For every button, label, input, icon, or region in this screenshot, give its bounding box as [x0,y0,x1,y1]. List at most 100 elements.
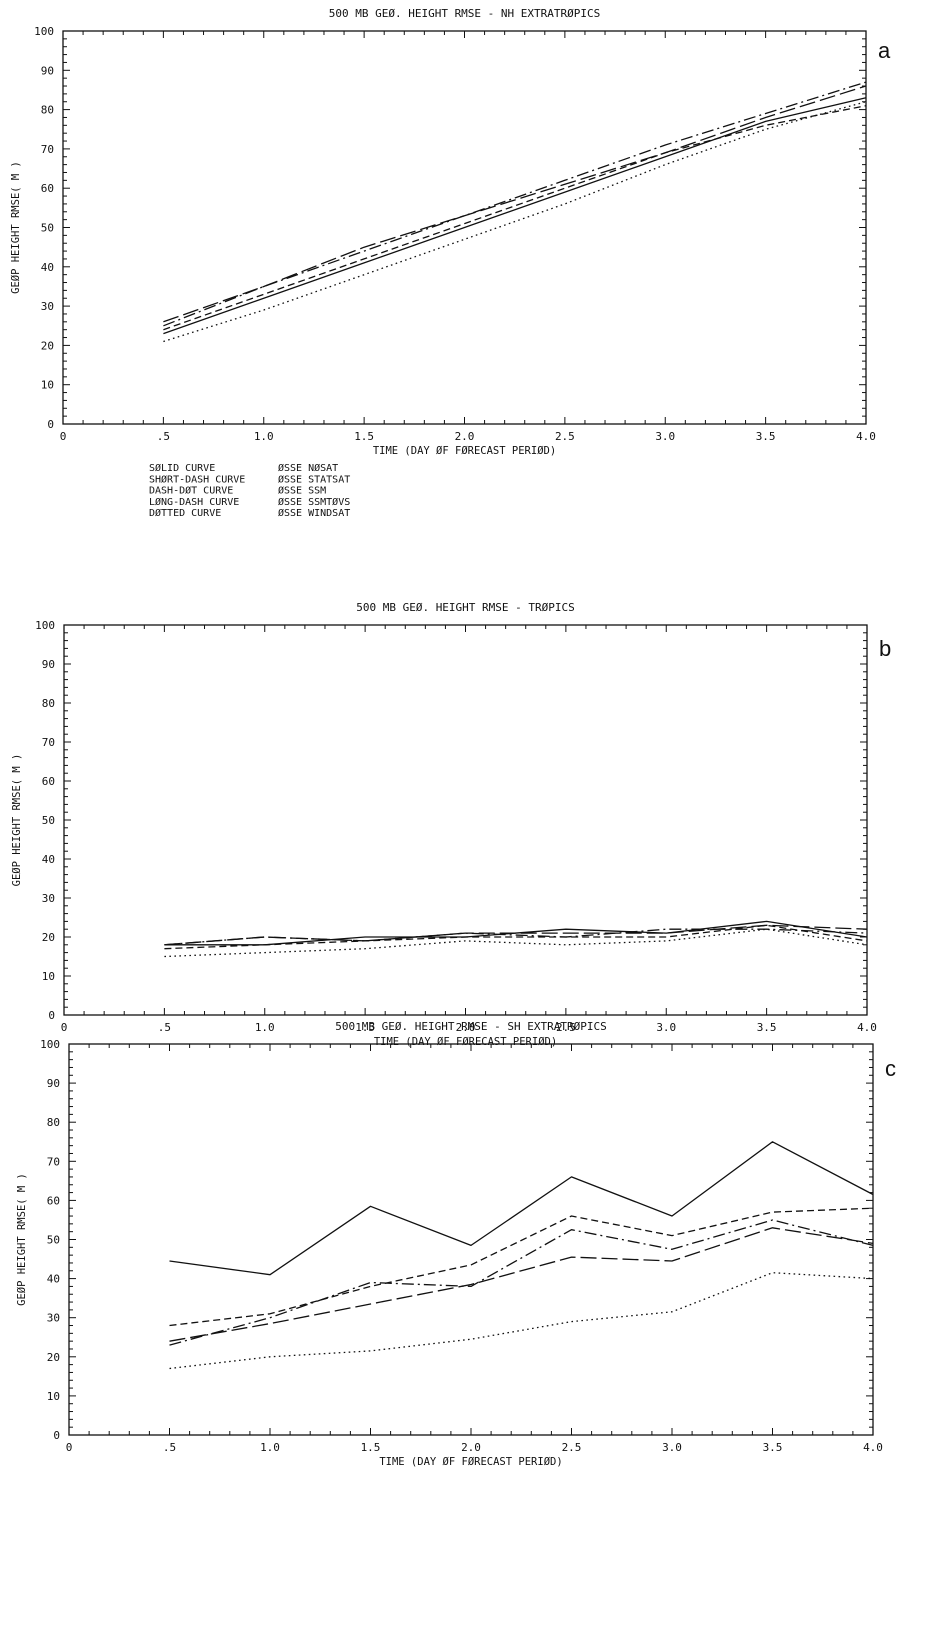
y-tick-label: 60 [47,1194,60,1207]
legend-experiment: ØSSE WINDSAT [278,507,350,519]
y-tick-label: 10 [41,379,54,392]
y-tick-label: 70 [41,143,54,156]
panel-letter: a [878,38,891,63]
y-tick-label: 10 [47,1390,60,1403]
y-tick-label: 50 [42,814,55,827]
y-tick-label: 20 [47,1351,60,1364]
legend-label: SHØRT-DASH CURVE [149,473,245,485]
legend-label: LØNG-DASH CURVE [149,496,239,508]
legend-experiment: ØSSE NØSAT [278,462,338,474]
x-axis-label: TIME (DAY ØF FØRECAST PERIØD) [374,1036,557,1048]
panel-letter: b [879,636,891,661]
y-tick-label: 100 [40,1038,60,1051]
x-tick-label: 4.0 [856,430,876,443]
x-tick-label: 4.0 [863,1441,883,1454]
x-tick-label: 1.5 [354,430,374,443]
legend-label: SØLID CURVE [149,462,215,474]
x-tick-label: 0 [60,430,67,443]
y-axis-label: GEØP HEIGHT RMSE( M ) [16,1173,28,1306]
series-line-dash-dot [169,1219,874,1346]
series-line-solid [163,97,867,335]
chart-title: 500 MB GEØ. HEIGHT RMSE - TRØPICS [356,601,575,614]
plot-frame [68,1043,874,1436]
plot-frame [63,624,868,1016]
y-tick-label: 0 [53,1429,60,1442]
x-tick-label: 2.0 [456,1021,476,1034]
series-line-long-dash [169,1227,874,1342]
series-line-short-dash [164,924,868,950]
series-line-dotted [169,1272,874,1370]
y-tick-label: 50 [47,1234,60,1247]
y-tick-label: 30 [41,300,54,313]
legend-experiment: ØSSE STATSAT [278,473,350,485]
x-tick-label: 2.5 [556,1021,576,1034]
y-tick-label: 30 [47,1312,60,1325]
y-tick-label: 60 [42,775,55,788]
x-tick-label: .5 [163,1441,176,1454]
series-line-solid [169,1141,874,1276]
series-line-dotted [163,101,867,343]
y-tick-label: 90 [42,658,55,671]
x-tick-label: 2.5 [562,1441,582,1454]
chart-panel-c: 500 MB GEØ. HEIGHT RMSE - SH EXTRATRØPIC… [16,1020,896,1468]
series-line-long-dash [163,85,867,323]
x-tick-label: 4.0 [857,1021,877,1034]
y-tick-label: 30 [42,892,55,905]
panel-letter: c [885,1056,896,1081]
y-tick-label: 80 [41,104,54,117]
y-tick-label: 20 [42,931,55,944]
y-tick-label: 100 [35,619,55,632]
x-tick-label: 1.5 [361,1441,381,1454]
y-tick-label: 80 [42,697,55,710]
series-line-long-dash [164,924,868,946]
x-tick-label: 0 [61,1021,68,1034]
x-tick-label: 3.0 [662,1441,682,1454]
x-axis-label: TIME (DAY ØF FØRECAST PERIØD) [373,445,556,457]
x-tick-label: 2.5 [555,430,575,443]
legend-label: DASH-DØT CURVE [149,485,233,497]
y-tick-label: 0 [48,1009,55,1022]
y-axis-label: GEØP HEIGHT RMSE( M ) [11,754,23,887]
x-tick-label: 1.0 [260,1441,280,1454]
x-tick-label: .5 [157,430,170,443]
y-tick-label: 90 [47,1077,60,1090]
y-tick-label: 50 [41,222,54,235]
legend-label: DØTTED CURVE [149,507,221,519]
series-line-dash-dot [163,81,867,327]
legend-experiment: ØSSE SSMTØVS [278,496,350,508]
chart-panel-b: 500 MB GEØ. HEIGHT RMSE - TRØPICS b 0 .5 1.0… [11,601,891,1048]
y-tick-label: 90 [41,64,54,77]
y-tick-label: 60 [41,182,54,195]
x-tick-label: 2.0 [455,430,475,443]
y-tick-label: 100 [34,25,54,38]
y-tick-label: 0 [47,418,54,431]
series-line-short-dash [163,105,867,331]
x-tick-label: 3.0 [655,430,675,443]
x-tick-label: 1.0 [254,430,274,443]
x-tick-label: 2.0 [461,1441,481,1454]
y-tick-label: 40 [47,1273,60,1286]
y-tick-label: 20 [41,339,54,352]
y-axis-label: GEØP HEIGHT RMSE( M ) [10,161,22,294]
x-tick-label: 3.5 [757,1021,777,1034]
x-tick-label: 3.5 [756,430,776,443]
x-tick-label: 1.0 [255,1021,275,1034]
y-tick-label: 70 [42,736,55,749]
y-tick-label: 10 [42,970,55,983]
y-tick-label: 40 [42,853,55,866]
chart-title: 500 MB GEØ. HEIGHT RMSE - SH EXTRATRØPIC… [335,1020,607,1033]
series-line-short-dash [169,1207,874,1327]
x-tick-label: 0 [66,1441,73,1454]
y-tick-label: 70 [47,1155,60,1168]
x-tick-label: .5 [158,1021,171,1034]
chart-title: 500 MB GEØ. HEIGHT RMSE - NH EXTRATRØPIC… [329,7,601,20]
x-tick-label: 3.0 [656,1021,676,1034]
legend-experiment: ØSSE SSM [278,485,326,497]
x-tick-label: 3.5 [763,1441,783,1454]
x-axis-label: TIME (DAY ØF FØRECAST PERIØD) [379,1456,562,1468]
y-tick-label: 40 [41,261,54,274]
chart-panel-a: 500 MB GEØ. HEIGHT RMSE - NH EXTRATRØPIC… [10,7,891,457]
legend: SØLID CURVE ØSSE NØSAT SHØRT-DASH CURVE ØSS… [149,462,350,519]
y-tick-label: 80 [47,1116,60,1129]
